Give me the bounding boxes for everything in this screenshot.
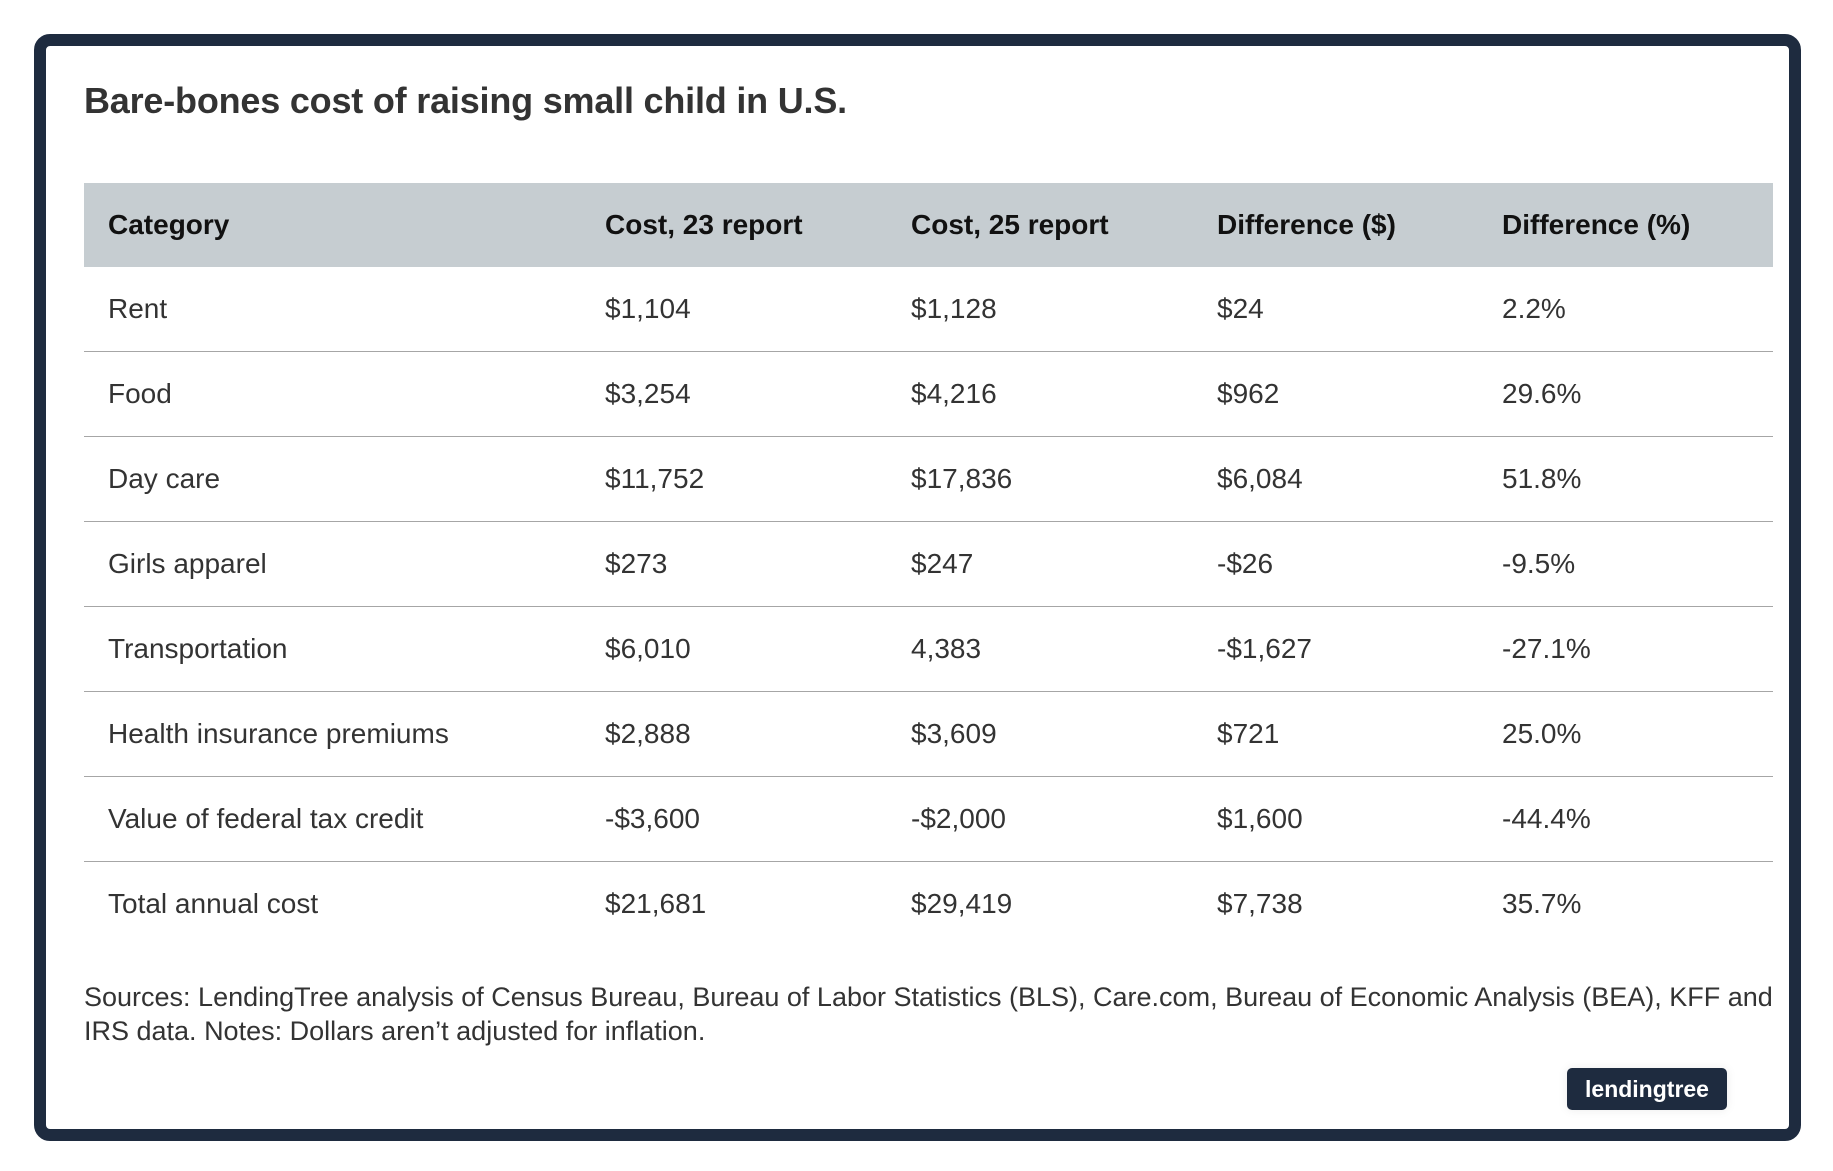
difference-percent-cell: 29.6% <box>1478 351 1773 437</box>
column-header-difference-percent: Difference (%) <box>1478 183 1773 267</box>
cost-23-cell: -$3,600 <box>581 776 887 862</box>
cost-23-cell: $21,681 <box>605 888 707 919</box>
cost-25-cell: $3,609 <box>887 691 1193 777</box>
table-row: Transportation $6,010 4,383 -$1,627 -27.1% <box>84 606 1773 692</box>
difference-dollars-cell: $721 <box>1193 691 1478 777</box>
difference-dollars-cell: -$26 <box>1193 521 1478 607</box>
table-row: Food $3,254 $4,216 $962 29.6% <box>84 351 1773 437</box>
table-row: Rent $1,104 $1,128 $24 2.2% <box>84 267 1773 352</box>
table-row: Value of federal tax credit -$3,600 -$2,00… <box>84 776 1773 862</box>
cost-23-cell: $1,104 <box>581 267 887 352</box>
cost-25-cell: $29,419 <box>911 888 1013 919</box>
chart-frame: Bare-bones cost of raising small child i… <box>34 34 1801 1141</box>
cost-23-cell: $3,254 <box>581 351 887 437</box>
cost-23-cell: $11,752 <box>581 436 887 522</box>
category-cell: Transportation <box>84 606 581 692</box>
cost-25-cell: $247 <box>887 521 1193 607</box>
table-body: Rent $1,104 $1,128 $24 2.2% Food $3,254 $4,216 $… <box>84 267 1773 946</box>
category-cell: Value of federal tax credit <box>84 776 581 862</box>
difference-percent-cell: -44.4% <box>1478 776 1773 862</box>
cost-23-cell: $273 <box>581 521 887 607</box>
difference-percent-cell: -27.1% <box>1478 606 1773 692</box>
category-cell: Food <box>84 351 581 437</box>
cost-25-cell: $1,128 <box>887 267 1193 352</box>
column-header-cost-25: Cost, 25 report <box>887 183 1193 267</box>
table-row: Health insurance premiums $2,888 $3,609 $72… <box>84 691 1773 777</box>
category-cell: Health insurance premiums <box>84 691 581 777</box>
difference-percent-cell: 2.2% <box>1478 267 1773 352</box>
sources-note: Sources: LendingTree analysis of Census … <box>84 982 1773 1046</box>
table-header: Category Cost, 23 report Cost, 25 report… <box>84 183 1773 267</box>
difference-dollars-cell: $24 <box>1193 267 1478 352</box>
column-header-cost-23: Cost, 23 report <box>581 183 887 267</box>
cost-25-cell: $4,216 <box>887 351 1193 437</box>
difference-percent-cell: -9.5% <box>1478 521 1773 607</box>
difference-percent-cell: 51.8% <box>1478 436 1773 522</box>
table-row: Girls apparel $273 $247 -$26 -9.5% <box>84 521 1773 607</box>
cost-25-cell: -$2,000 <box>887 776 1193 862</box>
table-row: Total annual cost $21,681 $29,419 $7,738 35.… <box>84 862 1773 947</box>
cost-25-cell: 4,383 <box>887 606 1193 692</box>
difference-dollars-cell: $6,084 <box>1193 436 1478 522</box>
table-row: Day care $11,752 $17,836 $6,084 51.8% <box>84 436 1773 522</box>
difference-dollars-cell: -$1,627 <box>1193 606 1478 692</box>
cost-23-cell: $6,010 <box>581 606 887 692</box>
column-header-difference-dollars: Difference ($) <box>1193 183 1478 267</box>
category-cell: Girls apparel <box>84 521 581 607</box>
lendingtree-logo: lendingtree <box>1567 1068 1727 1110</box>
cost-23-cell: $2,888 <box>581 691 887 777</box>
header-row: Category Cost, 23 report Cost, 25 report… <box>84 183 1773 267</box>
difference-dollars-cell: $1,600 <box>1193 776 1478 862</box>
column-header-category: Category <box>84 183 581 267</box>
cost-25-cell: $17,836 <box>887 436 1193 522</box>
cost-table: Category Cost, 23 report Cost, 25 report… <box>84 183 1773 946</box>
difference-percent-cell: 35.7% <box>1502 888 1582 919</box>
difference-dollars-cell: $7,738 <box>1217 888 1303 919</box>
category-cell: Day care <box>84 436 581 522</box>
difference-dollars-cell: $962 <box>1193 351 1478 437</box>
difference-percent-cell: 25.0% <box>1478 691 1773 777</box>
chart-title: Bare-bones cost of raising small child i… <box>84 80 847 121</box>
category-cell: Total annual cost <box>108 888 319 919</box>
category-cell: Rent <box>84 267 581 352</box>
